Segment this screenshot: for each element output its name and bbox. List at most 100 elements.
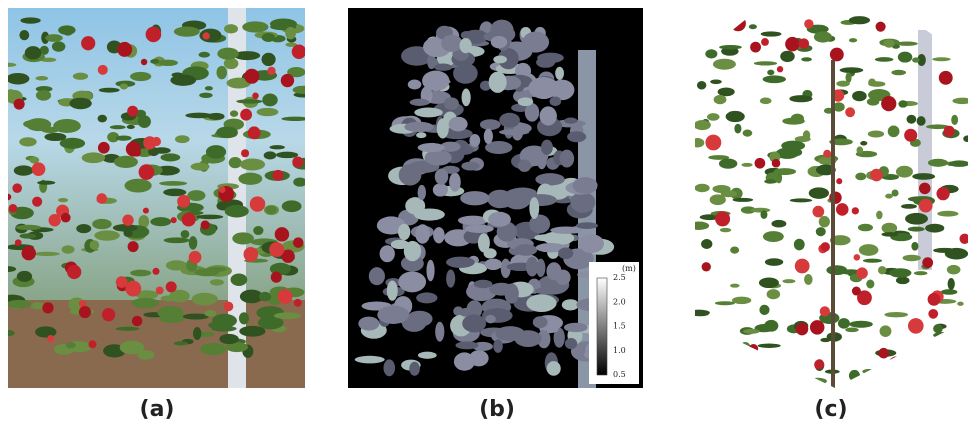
depth-blob: [426, 260, 434, 281]
apple: [128, 241, 139, 252]
apple: [88, 340, 96, 348]
leaf: [114, 156, 138, 168]
apple: [250, 196, 265, 211]
apple: [745, 359, 752, 366]
leaf: [758, 344, 781, 348]
apple: [919, 183, 931, 195]
apple: [14, 99, 25, 110]
leaf: [174, 26, 200, 36]
leaf: [224, 24, 238, 33]
leaf: [259, 292, 271, 302]
leaf: [951, 115, 958, 125]
leaf: [719, 158, 737, 168]
apple: [715, 211, 730, 226]
apple: [845, 107, 855, 117]
leaf: [955, 28, 964, 35]
apple: [152, 268, 159, 275]
leaf: [193, 327, 201, 340]
depth-blob: [518, 159, 531, 171]
apple: [852, 207, 859, 214]
leaf: [120, 83, 128, 89]
leaf: [110, 125, 126, 129]
apple: [830, 48, 844, 62]
leaf: [907, 115, 917, 124]
leaf: [781, 141, 805, 151]
panel-label: (a): [140, 397, 175, 421]
depth-blob: [387, 281, 398, 301]
leaf: [790, 198, 813, 202]
leaf: [262, 53, 276, 66]
leaf: [730, 246, 739, 253]
leaf: [759, 277, 779, 288]
leaf: [885, 194, 893, 199]
apple: [836, 203, 849, 216]
leaf: [859, 244, 879, 256]
leaf: [880, 325, 892, 337]
leaf: [707, 113, 720, 121]
leaf: [175, 135, 190, 143]
leaf: [691, 138, 704, 147]
apple: [799, 38, 810, 49]
leaf: [236, 99, 262, 104]
colorbar-tick-label: 1.5: [613, 322, 626, 331]
leaf: [19, 30, 29, 40]
leaf: [130, 72, 151, 81]
leaf: [760, 210, 767, 219]
leaf: [901, 204, 917, 209]
leaf: [293, 86, 314, 94]
leaf: [849, 370, 860, 381]
apple: [9, 204, 18, 213]
leaf: [82, 152, 105, 163]
apple: [182, 213, 196, 227]
masked-photo-c: [688, 8, 968, 391]
apple: [772, 159, 781, 168]
apple: [177, 195, 190, 208]
leaf: [868, 130, 884, 137]
depth-blob: [573, 177, 598, 194]
leaf: [6, 300, 31, 308]
apple: [98, 142, 110, 154]
leaf: [925, 224, 944, 233]
leaf: [17, 271, 32, 282]
apple: [269, 242, 284, 257]
leaf: [743, 329, 760, 334]
apple: [750, 42, 761, 53]
depth-blob: [358, 317, 379, 331]
apple: [171, 217, 177, 223]
apple: [836, 178, 842, 184]
apple: [852, 287, 861, 296]
leaf: [20, 17, 40, 23]
leaf: [904, 372, 926, 383]
figure: (m) 2.52.01.51.00.5 (a) (b) (c): [0, 0, 968, 421]
leaf: [285, 27, 296, 40]
leaf: [688, 222, 709, 230]
depth-blob: [449, 173, 461, 192]
apple: [804, 19, 813, 28]
leaf: [933, 20, 940, 30]
depth-blob: [433, 227, 445, 243]
colorbar: (m) 2.52.01.51.00.5: [589, 262, 639, 384]
depth-blob: [369, 267, 385, 285]
leaf: [62, 26, 73, 35]
apple: [166, 281, 177, 292]
leaf: [0, 63, 16, 67]
leaf: [876, 211, 882, 220]
leaf: [892, 189, 899, 196]
depth-blob: [547, 361, 561, 376]
leaf: [224, 58, 239, 69]
depth-blob: [404, 122, 433, 132]
leaf: [253, 226, 263, 235]
depth-blob: [459, 38, 471, 53]
colorbar-tick-label: 2.5: [613, 273, 626, 282]
apple: [81, 36, 95, 50]
leaf: [116, 135, 132, 140]
leaf: [240, 159, 265, 171]
leaf: [160, 153, 180, 161]
leaf: [733, 198, 754, 202]
leaf: [884, 39, 895, 47]
leaf: [92, 219, 111, 229]
depth-blob: [398, 224, 410, 240]
leaf: [720, 228, 732, 232]
depth-blob: [526, 294, 556, 312]
depth-blob: [383, 359, 395, 376]
